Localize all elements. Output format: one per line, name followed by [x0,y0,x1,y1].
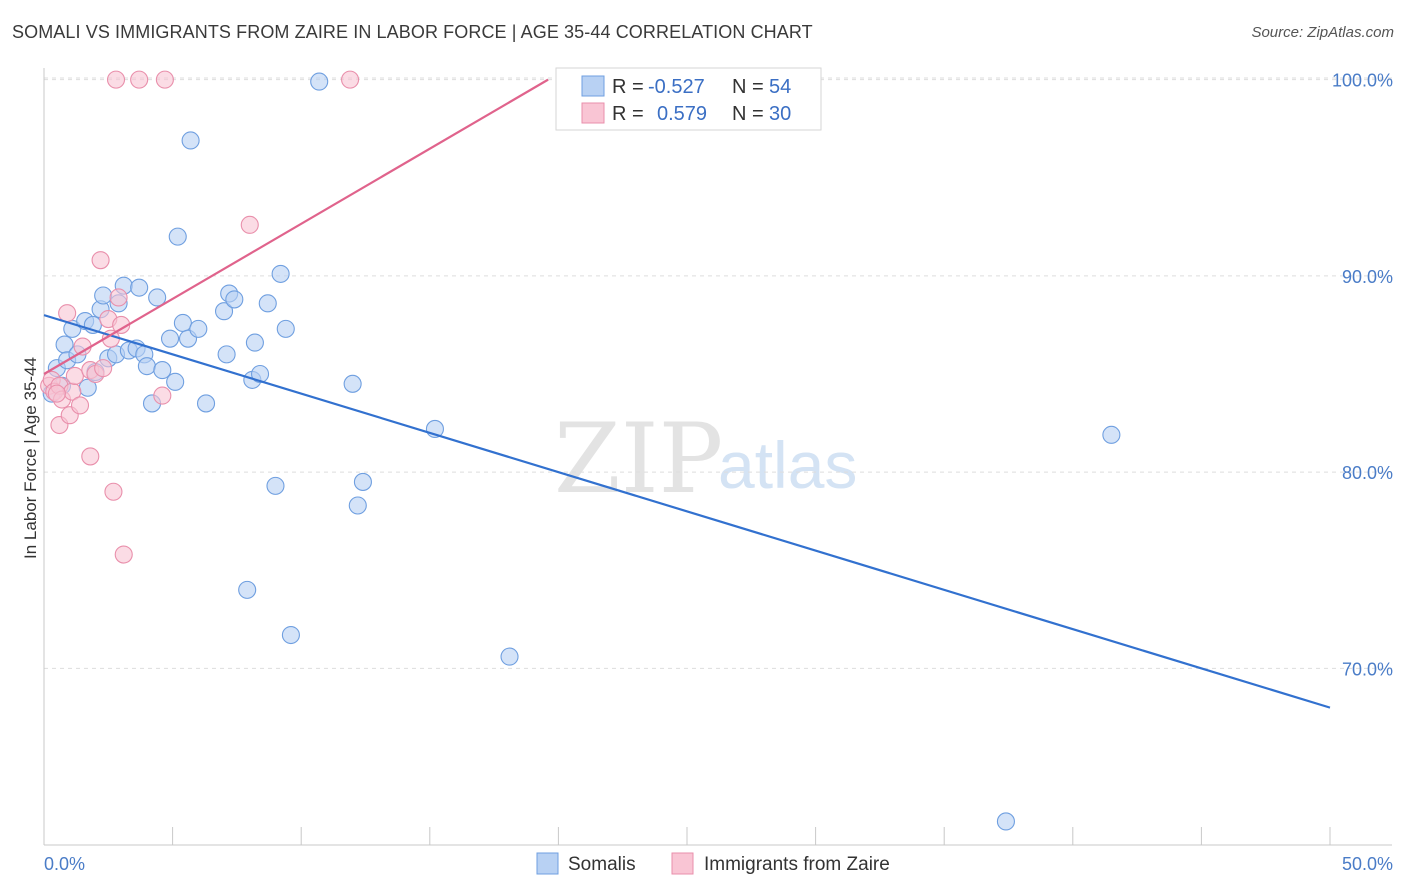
zaire-point [47,384,66,403]
zaire-trend-line [43,78,549,375]
zaire-n-label: N = [732,103,764,125]
somali-point [166,372,185,391]
zaire-point [341,70,360,89]
legend-somalis-label: Somalis [568,854,636,875]
somali-point [353,472,372,491]
zaire-point [109,288,128,307]
stats-legend: R = -0.527 N = 54 R = 0.579 N = 30 [555,67,822,131]
somali-point [266,476,285,495]
zaire-point [58,304,77,323]
legend-somalis-swatch [536,852,559,875]
zaire-point [65,366,84,386]
somali-point [173,313,192,333]
somali-point [245,333,264,352]
somali-point [148,288,167,307]
somali-point [196,394,216,413]
somali-point [500,647,519,666]
zaire-point [130,70,149,89]
watermark-atlas: atlas [718,428,857,502]
somali-legend-swatch [581,75,605,97]
somali-n-value: 54 [769,76,791,98]
x-tick-label: 0.0% [44,854,85,874]
series-legend: Somalis Immigrants from Zaire [536,852,890,875]
zaire-point [94,359,113,378]
zaire-point [81,447,100,466]
somali-point [94,286,113,305]
somali-point [238,580,257,599]
somali-point [281,625,300,645]
zaire-point [70,396,90,415]
somali-point [271,264,290,283]
somali-point [996,812,1015,831]
somali-point [214,302,234,321]
y-tick-label: 90.0% [1342,267,1393,287]
somali-point [310,72,329,91]
zaire-point [106,70,126,89]
x-axis-ticks [43,827,1331,845]
somali-trend-line [43,314,1331,709]
somali-point [1102,425,1121,444]
somali-point [153,361,172,380]
zaire-r-label: R = [612,103,644,125]
somali-point [181,131,200,150]
zaire-point [153,386,172,405]
zaire-point [104,482,123,501]
zaire-point [114,545,133,564]
somali-point [160,329,180,348]
somali-point [258,294,277,313]
x-axis-tick-labels: 0.0% 50.0% [44,854,1393,874]
y-tick-label: 100.0% [1332,71,1393,91]
y-tick-label: 70.0% [1342,659,1393,679]
legend-zaire-swatch [671,852,694,875]
x-tick-label: 50.0% [1342,854,1393,874]
legend-zaire-label: Immigrants from Zaire [704,854,890,875]
zaire-point [240,215,259,234]
somali-r-label: R = [612,76,644,98]
somali-r-value: -0.527 [648,76,705,98]
zaire-r-value: 0.579 [657,103,707,125]
somali-point [137,357,156,376]
somali-point [276,319,295,338]
y-axis-tick-labels: 100.0% 90.0% 80.0% 70.0% [1332,71,1393,680]
somali-point [343,374,362,393]
zaire-n-value: 30 [769,103,791,125]
series-zaire-points [40,70,360,564]
zaire-point [91,251,110,270]
watermark: ZIP atlas [554,403,857,515]
trend-lines [43,78,1331,709]
somali-point [225,290,244,309]
somali-n-label: N = [732,76,764,98]
zaire-point [155,70,174,89]
y-tick-label: 80.0% [1342,463,1393,483]
somali-point [168,227,187,246]
chart-title: SOMALI VS IMMIGRANTS FROM ZAIRE IN LABOR… [12,22,813,42]
somali-point [189,319,208,338]
series-somalis-points [42,72,1121,831]
somali-point [348,496,367,515]
somali-point [130,278,149,297]
watermark-zip: ZIP [554,403,723,515]
y-axis-label: In Labor Force | Age 35-44 [21,357,40,559]
somali-point [217,345,236,364]
somali-point [250,364,270,384]
zaire-legend-swatch [581,102,605,124]
source-label: Source: ZipAtlas.com [1251,24,1394,41]
gridlines [44,77,1392,669]
